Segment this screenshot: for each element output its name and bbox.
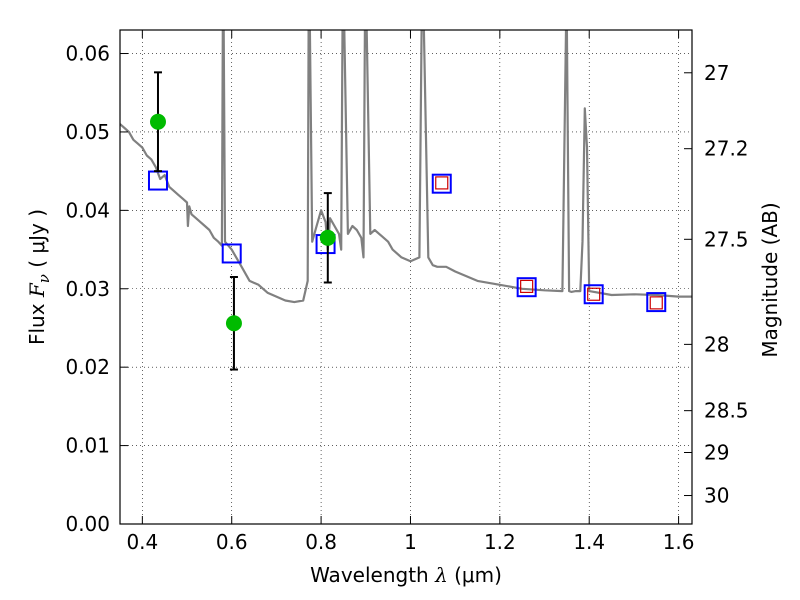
y-tick-label: 0.05: [65, 120, 110, 144]
mag-tick-label: 29: [704, 440, 729, 464]
mag-tick-label: 27.5: [704, 227, 749, 251]
observed-point: [225, 315, 242, 332]
grid-lines: [120, 30, 692, 525]
x-tick-label: 1: [404, 530, 417, 554]
x-tick-label: 0.6: [216, 530, 248, 554]
model-photometry-point: [646, 292, 667, 313]
observed-square-point: [435, 176, 449, 190]
x-tick-label: 1.6: [663, 530, 695, 554]
observed-point: [319, 229, 336, 246]
mag-tick-label: 28: [704, 332, 729, 356]
y-tick-label: 0.03: [65, 277, 110, 301]
spectrum-layer: [120, 30, 692, 304]
axes-border: [119, 29, 693, 525]
y-tick-label: 0.02: [65, 355, 110, 379]
marker-layer: [147, 71, 667, 371]
model-photometry-point: [583, 284, 604, 305]
x-tick-label: 0.8: [305, 530, 337, 554]
x-tick-label: 1.2: [484, 530, 516, 554]
ticks-layer: 0.4 0.6 0.8 1 1.2 1.4 1.6 0.00 0.01 0.02 0.03 0.04 0…: [65, 30, 749, 554]
mag-tick-label: 27: [704, 61, 729, 85]
spectrum-line: [120, 30, 692, 304]
x-tick-label: 1.4: [573, 530, 605, 554]
y-tick-label: 0.01: [65, 434, 110, 458]
mag-tick-label: 28.5: [704, 399, 749, 423]
y-tick-label: 0.00: [65, 512, 110, 536]
right-axis-label: Magnitude (AB): [758, 202, 782, 357]
observed-square-point: [520, 279, 534, 294]
model-photometry-point: [221, 243, 242, 264]
y-tick-label: 0.04: [65, 198, 110, 222]
y-tick-label: 0.06: [65, 42, 110, 66]
y-axis-label: Flux Fν ( μJy ): [25, 209, 53, 345]
model-photometry-point: [431, 173, 452, 194]
observed-point: [149, 113, 166, 130]
axes-frame: [119, 29, 693, 525]
model-photometry-point: [516, 277, 537, 298]
x-tick-label: 0.4: [126, 530, 158, 554]
observed-square-point: [649, 296, 663, 310]
mag-tick-label: 27.2: [704, 137, 749, 161]
x-axis-label: Wavelength λ (μm): [310, 563, 502, 587]
mag-tick-label: 30: [704, 484, 729, 508]
observed-square-point: [587, 287, 601, 301]
